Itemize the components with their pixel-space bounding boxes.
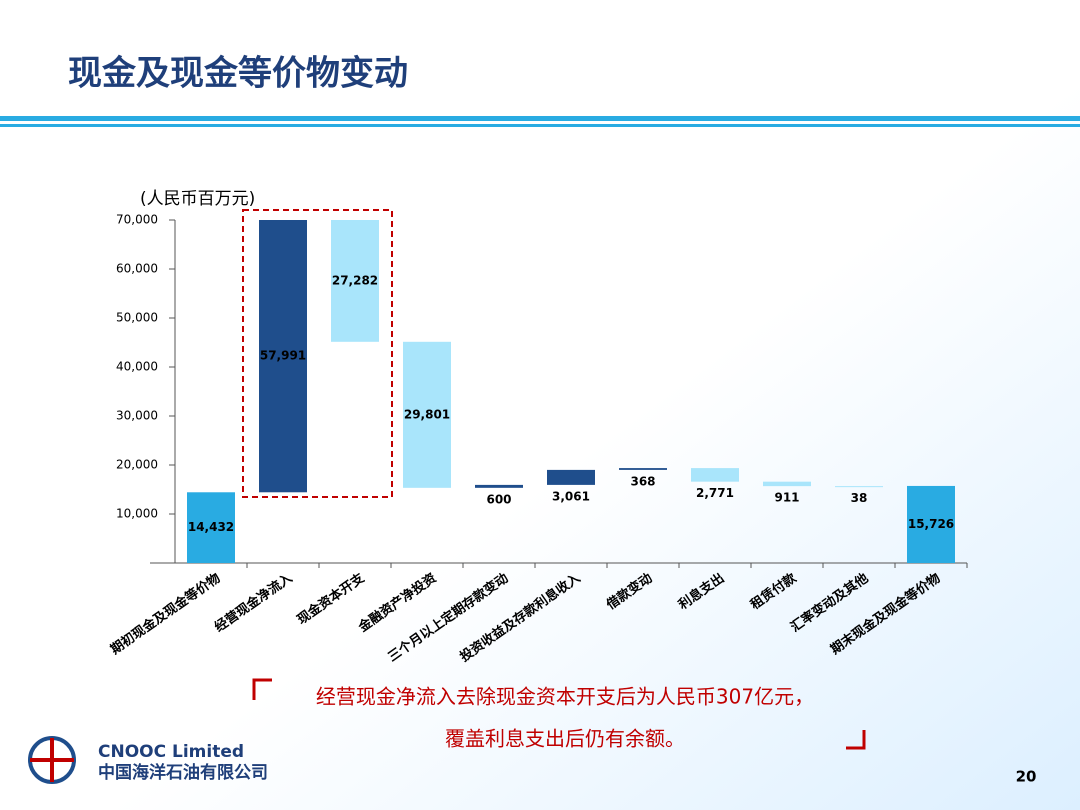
logo — [28, 736, 76, 784]
highlight-box — [242, 209, 393, 498]
unit-label: (人民币百万元) — [140, 189, 255, 209]
bracket — [252, 678, 272, 700]
value-label: 38 — [851, 491, 868, 505]
y-tick-label: 10,000 — [116, 507, 158, 521]
rule — [0, 124, 1080, 127]
bar — [187, 492, 235, 563]
value-label: 57,991 — [260, 349, 306, 363]
page-number: 20 — [1016, 768, 1037, 786]
company-cn: 中国海洋石油有限公司 — [98, 762, 268, 783]
bar — [331, 220, 379, 342]
y-tick-label: 50,000 — [116, 311, 158, 325]
value-label: 29,801 — [404, 407, 450, 421]
y-tick-label: 20,000 — [116, 458, 158, 472]
value-label: 600 — [486, 492, 511, 506]
bar — [619, 468, 667, 470]
bar — [691, 468, 739, 482]
value-label: 368 — [630, 474, 655, 488]
value-label: 3,061 — [552, 489, 590, 503]
rule — [0, 116, 1080, 121]
company-en: CNOOC Limited — [98, 742, 244, 762]
y-tick-label: 70,000 — [116, 213, 158, 227]
slide-title: 现金及现金等价物变动 — [68, 54, 408, 94]
value-label: 27,282 — [332, 273, 378, 287]
bar — [547, 469, 595, 485]
value-label: 15,726 — [908, 517, 954, 531]
value-label: 2,771 — [696, 486, 734, 500]
value-label: 14,432 — [188, 520, 234, 534]
callout-text: 覆盖利息支出后仍有余额。 — [445, 727, 685, 751]
bar — [475, 484, 523, 488]
bar — [835, 486, 883, 488]
bracket — [846, 730, 866, 750]
bars — [187, 220, 955, 563]
bar — [403, 341, 451, 488]
bar — [259, 220, 307, 493]
y-tick-label: 30,000 — [116, 409, 158, 423]
y-tick-label: 40,000 — [116, 360, 158, 374]
y-tick-label: 60,000 — [116, 262, 158, 276]
value-label: 911 — [774, 491, 799, 505]
callout-text: 经营现金净流入去除现金资本开支后为人民币307亿元， — [316, 685, 814, 709]
bar — [763, 481, 811, 487]
bar — [907, 485, 955, 563]
